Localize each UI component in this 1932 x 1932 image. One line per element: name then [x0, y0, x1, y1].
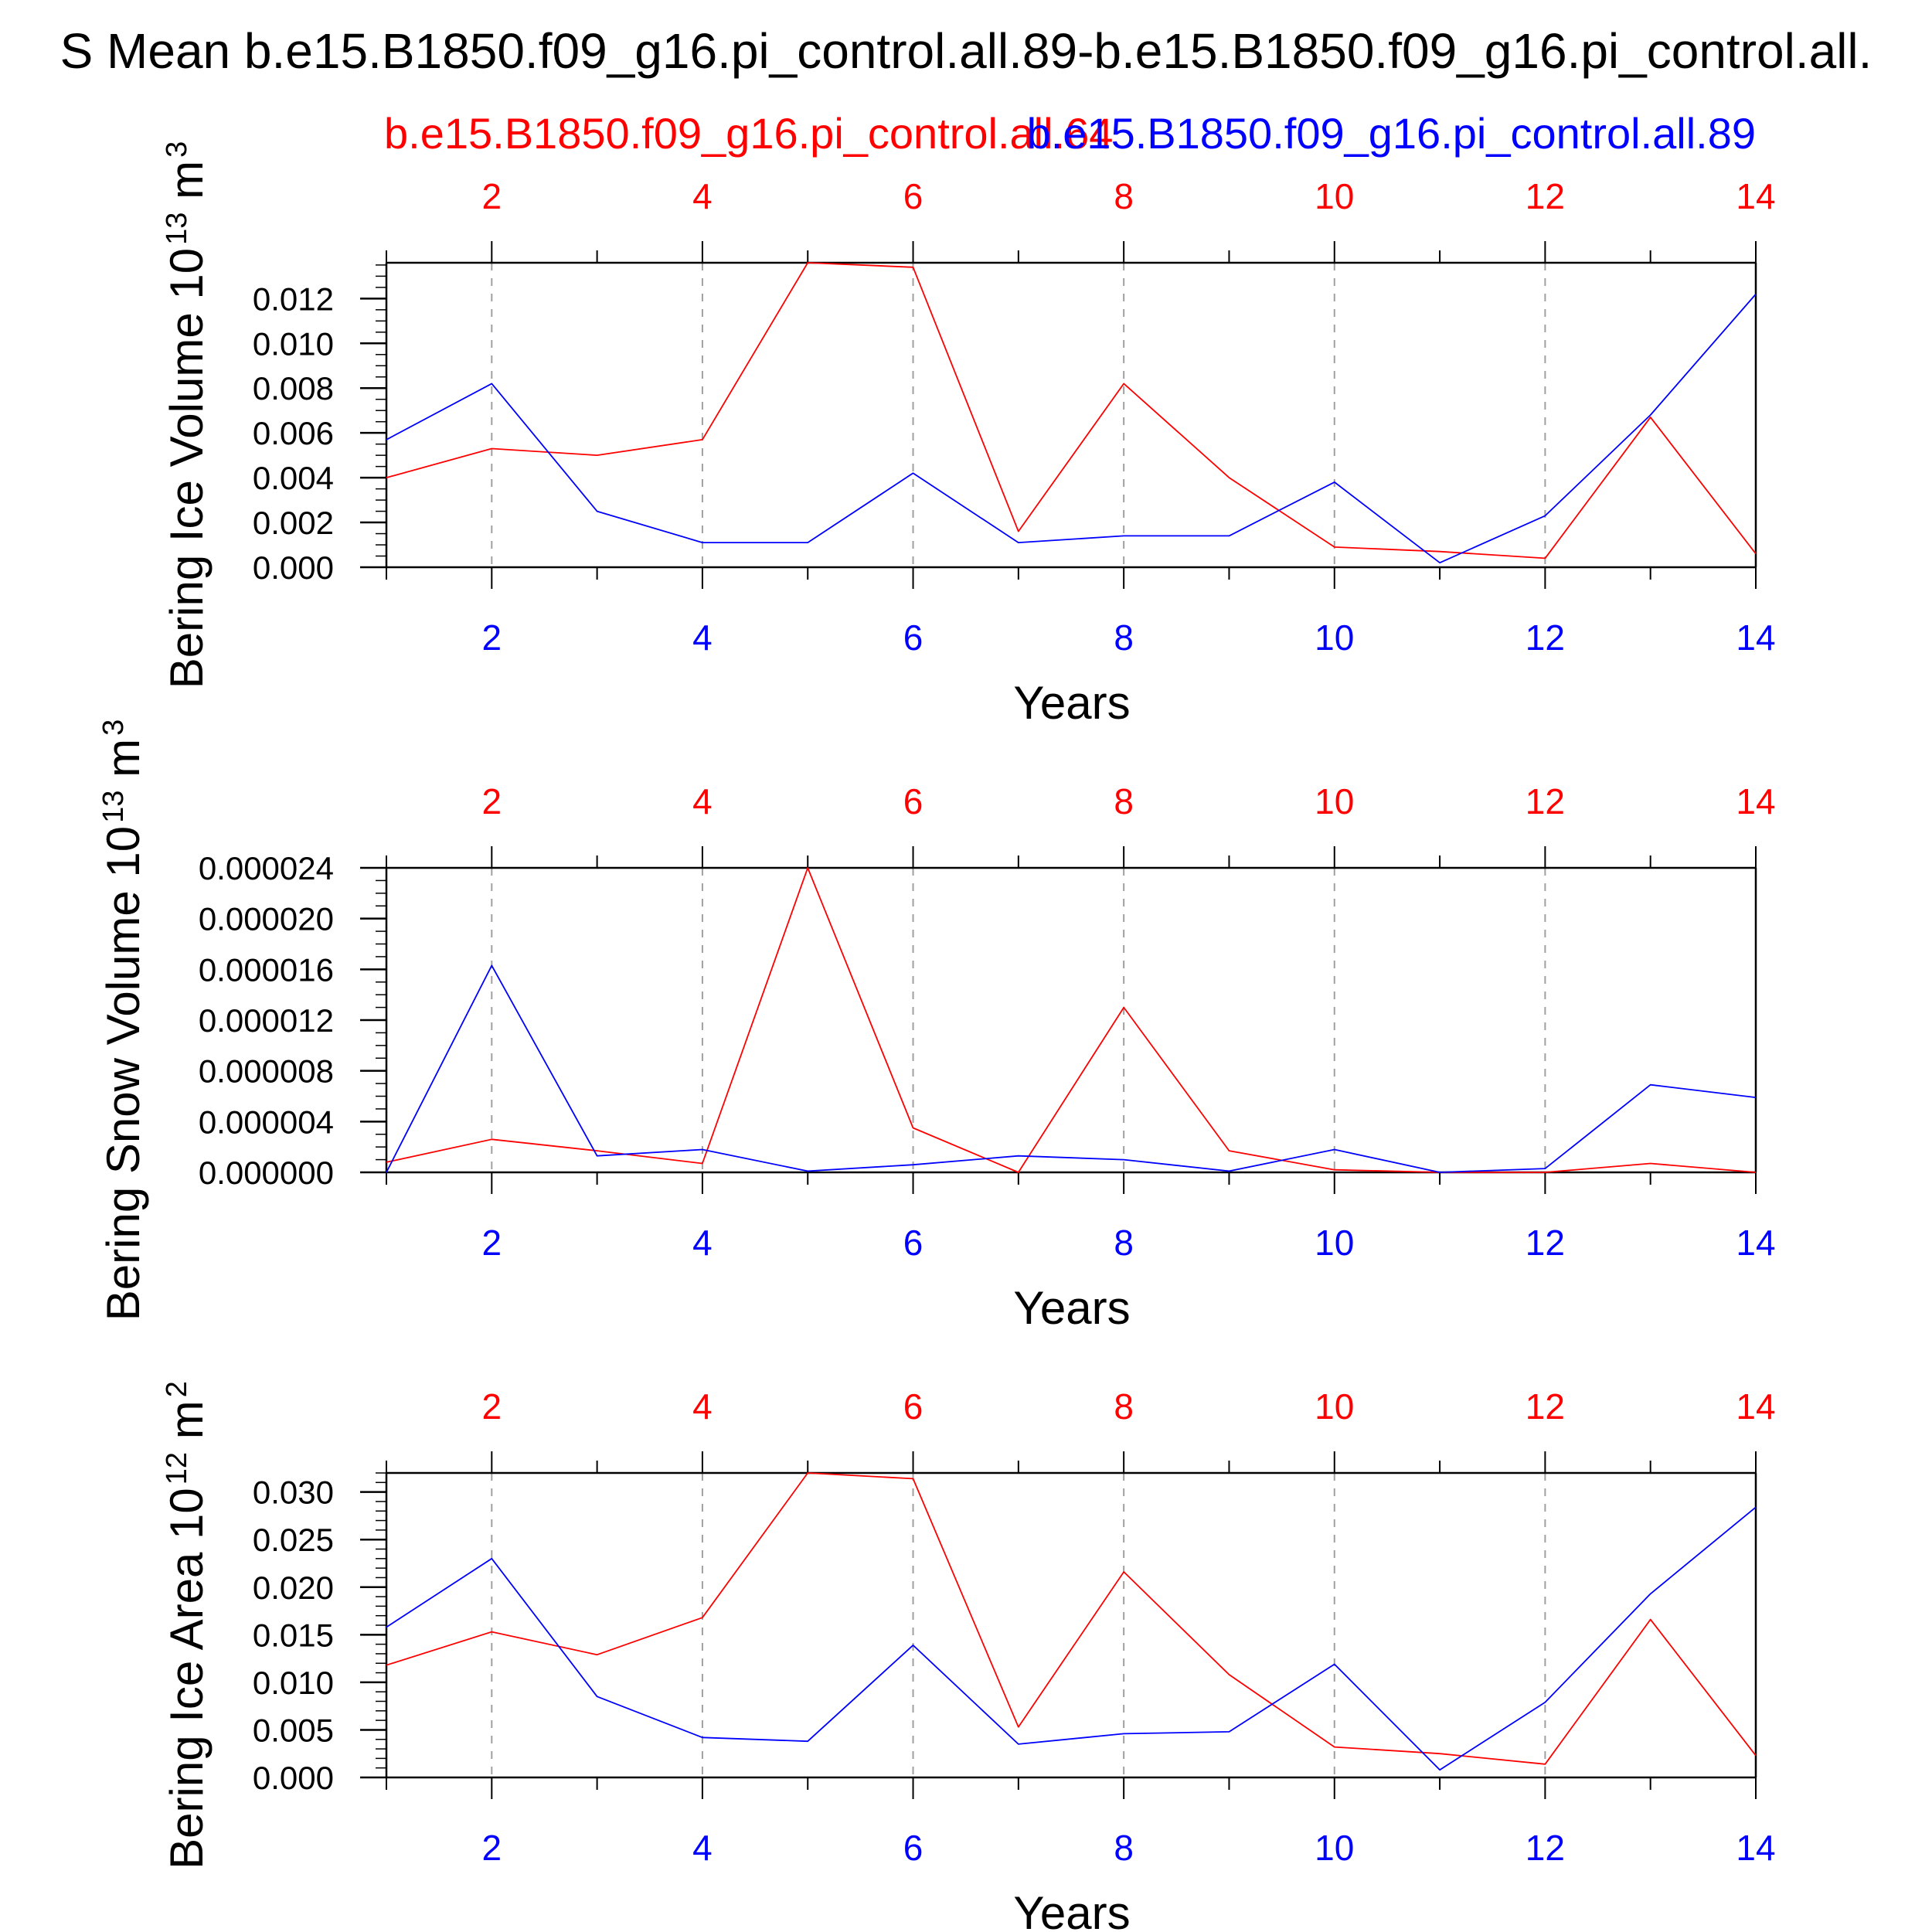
- series-line-blue: [386, 1506, 1757, 1771]
- x-tick-label: 8: [1114, 1223, 1134, 1263]
- y-tick-label: 0.006: [253, 415, 334, 451]
- y-tick-label: 0.000020: [199, 901, 334, 937]
- x-tick-label: 10: [1315, 1828, 1354, 1868]
- x-top-tick-label: 10: [1315, 781, 1354, 821]
- x-axis-title: Years: [1013, 1282, 1130, 1334]
- y-tick-label: 0.025: [253, 1522, 334, 1558]
- x-axis-title: Years: [1013, 677, 1130, 729]
- x-tick-label: 12: [1526, 1223, 1565, 1263]
- y-tick-label: 0.012: [253, 281, 334, 317]
- x-top-tick-label: 4: [692, 176, 713, 216]
- y-tick-label: 0.000012: [199, 1002, 334, 1039]
- y-tick-label: 0.004: [253, 460, 334, 496]
- x-tick-label: 6: [903, 1223, 923, 1263]
- series-line-red: [386, 262, 1757, 560]
- y-tick-label: 0.000008: [199, 1053, 334, 1090]
- x-top-tick-label: 4: [692, 1386, 713, 1427]
- y-tick-label: 0.000: [253, 549, 334, 586]
- x-tick-label: 12: [1526, 1828, 1565, 1868]
- x-top-tick-label: 2: [482, 1386, 502, 1427]
- y-tick-label: 0.000016: [199, 951, 334, 988]
- x-top-tick-label: 4: [692, 781, 713, 821]
- x-top-tick-label: 6: [903, 176, 923, 216]
- y-tick-label: 0.020: [253, 1570, 334, 1606]
- figure-title: S Mean b.e15.B1850.f09_g16.pi_control.al…: [60, 23, 1872, 79]
- x-tick-label: 14: [1736, 617, 1775, 658]
- series-line-blue: [386, 964, 1757, 1173]
- x-tick-label: 12: [1526, 617, 1565, 658]
- x-top-tick-label: 2: [482, 781, 502, 821]
- x-top-tick-label: 8: [1114, 1386, 1134, 1427]
- x-tick-label: 14: [1736, 1828, 1775, 1868]
- x-top-tick-label: 6: [903, 781, 923, 821]
- y-axis-title: Bering Ice Area 1012 m2: [161, 1381, 213, 1869]
- y-axis-title: Bering Ice Volume 1013 m3: [161, 141, 213, 689]
- y-tick-label: 0.000000: [199, 1155, 334, 1191]
- x-top-tick-label: 14: [1736, 781, 1775, 821]
- x-top-tick-label: 8: [1114, 176, 1134, 216]
- y-tick-label: 0.000004: [199, 1104, 334, 1140]
- x-top-tick-label: 12: [1526, 781, 1565, 821]
- y-tick-label: 0.000: [253, 1760, 334, 1796]
- x-tick-label: 4: [692, 1828, 713, 1868]
- series-label-red: b.e15.B1850.f09_g16.pi_control.all.64: [384, 109, 1113, 158]
- chart-panel-3: 0.000 0.005 0.010 0.015 0.020 0.025 0.030 2 2 4 4 6…: [161, 1381, 1776, 1932]
- x-tick-label: 8: [1114, 617, 1134, 658]
- x-tick-label: 8: [1114, 1828, 1134, 1868]
- x-axis-title: Years: [1013, 1887, 1130, 1932]
- chart-panels: 0.000 0.002 0.004 0.006 0.008 0.010 0.012 2 2 4 4 6…: [97, 141, 1776, 1932]
- series-line-red: [386, 1472, 1757, 1765]
- y-axis-title: Bering Snow Volume 1013 m3: [97, 719, 149, 1321]
- y-tick-label: 0.008: [253, 370, 334, 406]
- y-tick-label: 0.015: [253, 1617, 334, 1653]
- x-top-tick-label: 14: [1736, 176, 1775, 216]
- x-top-tick-label: 10: [1315, 1386, 1354, 1427]
- x-tick-label: 2: [482, 617, 502, 658]
- chart-panel-1: 0.000 0.002 0.004 0.006 0.008 0.010 0.012 2 2 4 4 6…: [161, 141, 1776, 729]
- chart-panel-2: 0.000000 0.000004 0.000008 0.000012 0.000016…: [97, 719, 1776, 1334]
- x-tick-label: 4: [692, 1223, 713, 1263]
- y-tick-label: 0.000024: [199, 850, 334, 886]
- x-top-tick-label: 8: [1114, 781, 1134, 821]
- x-top-tick-label: 10: [1315, 176, 1354, 216]
- y-tick-label: 0.030: [253, 1475, 334, 1511]
- x-tick-label: 14: [1736, 1223, 1775, 1263]
- x-tick-label: 4: [692, 617, 713, 658]
- x-tick-label: 2: [482, 1828, 502, 1868]
- x-top-tick-label: 12: [1526, 176, 1565, 216]
- x-tick-label: 6: [903, 617, 923, 658]
- x-top-tick-label: 12: [1526, 1386, 1565, 1427]
- series-label-blue: b.e15.B1850.f09_g16.pi_control.all.89: [1027, 109, 1756, 158]
- y-tick-label: 0.010: [253, 325, 334, 362]
- x-tick-label: 6: [903, 1828, 923, 1868]
- series-line-blue: [386, 294, 1757, 564]
- x-tick-label: 2: [482, 1223, 502, 1263]
- x-top-tick-label: 2: [482, 176, 502, 216]
- y-tick-label: 0.010: [253, 1665, 334, 1701]
- y-tick-label: 0.002: [253, 505, 334, 541]
- x-tick-label: 10: [1315, 1223, 1354, 1263]
- x-top-tick-label: 6: [903, 1386, 923, 1427]
- x-top-tick-label: 14: [1736, 1386, 1775, 1427]
- y-tick-label: 0.005: [253, 1712, 334, 1748]
- x-tick-label: 10: [1315, 617, 1354, 658]
- series-line-red: [386, 867, 1757, 1173]
